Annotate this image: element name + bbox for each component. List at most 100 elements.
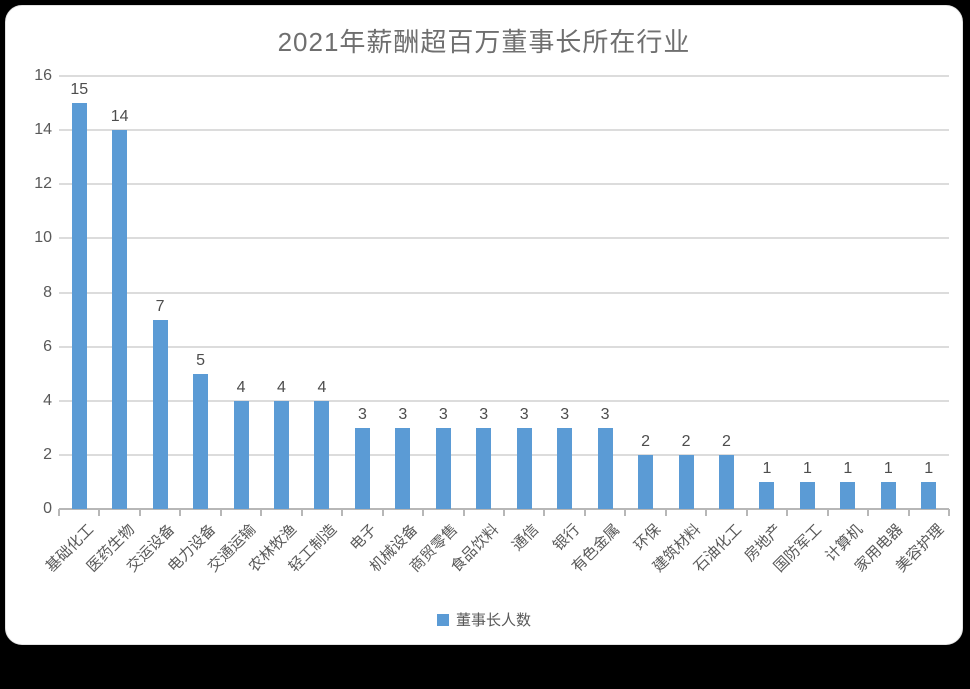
bar-slot: 2	[666, 76, 706, 509]
bar-slot: 1	[868, 76, 908, 509]
bar-value-label: 3	[479, 405, 489, 423]
bar-value-label: 3	[600, 405, 610, 423]
bar-value-label: 3	[438, 405, 448, 423]
x-axis-tick	[138, 509, 141, 516]
x-axis-tick	[98, 509, 101, 516]
bar-value-label: 1	[802, 459, 812, 477]
legend-swatch-icon	[436, 613, 449, 626]
bar-value-label: 1	[762, 459, 772, 477]
bar-slot: 1	[828, 76, 868, 509]
x-axis-tick	[58, 509, 60, 516]
plot-area: 基础化工 15 医药生物 14 交运设备 7 电力设备 5 交通运输 4 农林牧渔 4 轻工制造 4 电子 3…	[44, 75, 950, 576]
bar-slot: 7	[140, 76, 180, 509]
gridline	[59, 237, 949, 240]
bar-slot: 3	[423, 76, 463, 509]
x-axis-tick	[624, 509, 627, 516]
bar-slot: 3	[342, 76, 382, 509]
gridline	[59, 183, 949, 186]
bar-value-label: 2	[641, 432, 651, 450]
bar	[516, 427, 532, 509]
bar-slot: 4	[221, 76, 261, 509]
gridline	[59, 399, 949, 402]
gridline	[59, 291, 949, 294]
gridline	[59, 75, 949, 77]
bar-value-label: 5	[196, 351, 206, 369]
bar	[354, 427, 370, 509]
x-axis-tick	[948, 509, 950, 516]
x-axis-tick	[705, 509, 708, 516]
bar-value-label: 3	[357, 405, 367, 423]
gridline	[59, 453, 949, 456]
bar	[314, 400, 330, 509]
y-tick-label: 8	[43, 283, 52, 301]
bar	[152, 319, 168, 509]
y-tick-label: 2	[43, 445, 52, 463]
y-tick-label: 12	[34, 175, 52, 193]
bar-value-label: 1	[883, 459, 893, 477]
bar	[799, 481, 815, 509]
gridline	[59, 129, 949, 132]
legend: 董事长人数	[6, 609, 962, 630]
bar-value-label: 15	[70, 81, 89, 99]
x-axis-tick	[503, 509, 505, 516]
x-axis-tick	[422, 509, 425, 516]
bar-slot: 5	[180, 76, 220, 509]
bar-value-label: 7	[155, 297, 165, 315]
bar-slot: 14	[99, 76, 139, 509]
bar	[273, 400, 289, 509]
bar	[880, 481, 896, 509]
x-axis-tick	[826, 509, 829, 516]
x-axis-tick	[260, 509, 263, 516]
bar	[435, 427, 451, 509]
x-axis-tick	[219, 509, 222, 516]
bar-slot: 1	[787, 76, 827, 509]
bar	[840, 481, 856, 509]
x-axis-tick	[300, 509, 303, 516]
bar	[71, 103, 87, 509]
bar-slot: 1	[909, 76, 949, 509]
x-axis-tick	[583, 509, 586, 516]
x-axis-tick	[745, 509, 748, 516]
bar-value-label: 4	[277, 378, 286, 396]
bar-slot: 3	[504, 76, 544, 509]
bar	[112, 130, 128, 509]
gridline	[59, 345, 949, 348]
bar-slot: 1	[747, 76, 787, 509]
bar-value-label: 1	[924, 459, 934, 477]
x-axis-tick	[381, 509, 384, 516]
x-axis-tick	[543, 509, 546, 516]
bar	[921, 481, 937, 509]
bar	[557, 427, 573, 509]
x-axis-tick	[341, 509, 344, 516]
bar-value-label: 3	[519, 405, 529, 423]
bar	[193, 373, 209, 509]
y-tick-label: 10	[34, 229, 52, 247]
y-tick-label: 0	[43, 500, 52, 517]
x-axis-tick	[664, 509, 667, 516]
y-tick-label: 6	[43, 337, 52, 355]
bar-slot: 3	[585, 76, 625, 509]
bar-slot: 3	[383, 76, 423, 509]
bar-value-label: 4	[317, 378, 327, 396]
bar-slot: 2	[706, 76, 746, 509]
bar	[759, 481, 775, 509]
bar-value-label: 1	[843, 459, 853, 477]
bar-value-label: 2	[681, 432, 691, 450]
bar	[597, 427, 613, 509]
bar-slot: 15	[59, 76, 99, 509]
bar-value-label: 3	[560, 405, 570, 423]
x-axis-tick	[462, 509, 465, 516]
bar-slot: 3	[464, 76, 504, 509]
bar-slot: 3	[544, 76, 584, 509]
x-axis-tick	[907, 509, 910, 516]
bar-value-label: 3	[398, 405, 408, 423]
y-axis: 0 2 4 6 8 10 12 14 16	[6, 68, 52, 517]
bar	[476, 427, 492, 509]
y-tick-label: 4	[43, 391, 52, 409]
y-tick-label: 16	[34, 67, 52, 84]
bar	[718, 454, 734, 509]
bar	[638, 454, 654, 509]
bar-value-label: 2	[722, 432, 731, 450]
y-tick-label: 14	[34, 121, 52, 139]
chart-card: 2021年薪酬超百万董事长所在行业 0 2 4 6 8 10 12 14 16 基础化工 15 医药…	[5, 5, 963, 645]
